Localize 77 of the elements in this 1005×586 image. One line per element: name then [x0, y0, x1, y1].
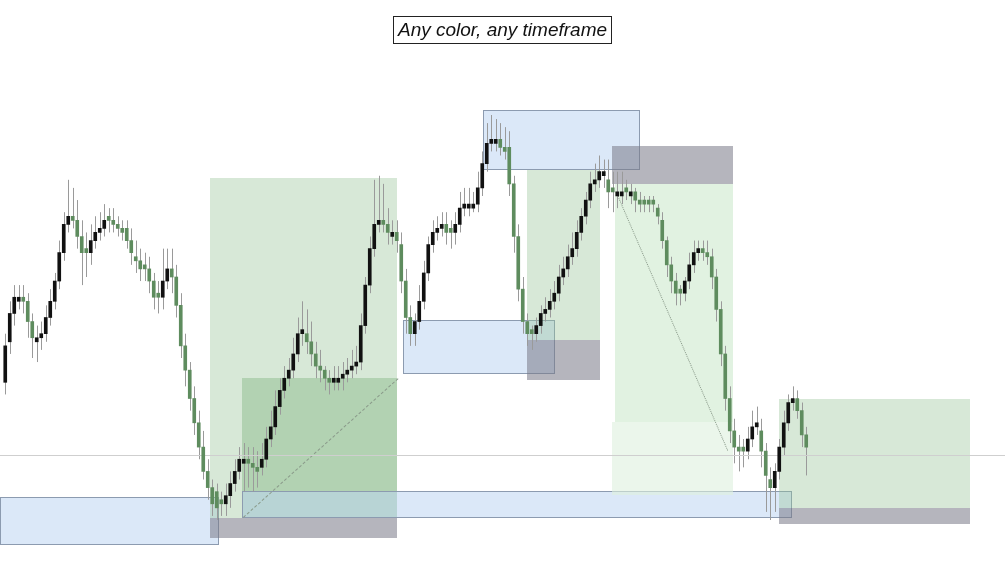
candlestick	[754, 406, 759, 436]
candlestick	[601, 159, 606, 189]
candlestick	[700, 240, 705, 262]
candlestick	[246, 446, 251, 489]
candlestick	[115, 215, 120, 237]
candlestick	[259, 442, 264, 476]
candlestick	[232, 458, 237, 493]
candlestick	[88, 223, 93, 266]
candlestick	[349, 349, 354, 379]
candlestick	[354, 345, 359, 375]
candlestick	[385, 207, 390, 246]
candlestick	[255, 450, 260, 489]
candlestick	[120, 219, 125, 242]
candlestick	[619, 171, 624, 205]
candlestick	[322, 365, 327, 391]
candlestick	[691, 240, 696, 274]
chart-title: Any color, any timeframe	[392, 16, 613, 44]
candlestick	[678, 284, 683, 306]
candlestick	[439, 211, 444, 237]
candlestick	[97, 211, 102, 242]
candlestick	[453, 211, 458, 246]
candlestick	[340, 361, 345, 391]
candlestick	[286, 357, 291, 387]
candlestick	[106, 207, 111, 233]
candlestick	[241, 442, 246, 493]
candlestick	[304, 308, 309, 355]
candlestick	[673, 272, 678, 306]
candlestick	[471, 191, 476, 213]
candlestick	[565, 244, 570, 278]
candlestick	[529, 325, 534, 351]
candlestick	[547, 288, 552, 318]
candlestick	[606, 159, 611, 209]
candlestick	[633, 187, 638, 213]
candlestick	[295, 317, 300, 363]
candlestick	[34, 325, 39, 363]
candlestick	[741, 438, 746, 468]
candlestick	[79, 219, 84, 286]
candlestick	[147, 256, 152, 294]
candlestick	[615, 171, 620, 209]
candlestick	[250, 446, 255, 493]
candlestick	[124, 219, 129, 250]
candlestick	[25, 292, 30, 339]
candlestick	[160, 248, 165, 310]
candlestick	[16, 284, 21, 310]
candlestick	[381, 183, 386, 233]
candlestick	[574, 219, 579, 258]
candlestick	[43, 304, 48, 343]
candlestick	[268, 410, 273, 448]
candlestick	[736, 434, 741, 472]
candlestick	[142, 252, 147, 282]
candlestick	[457, 191, 462, 233]
candlestick	[133, 240, 138, 274]
candlestick	[156, 280, 161, 314]
candlestick	[214, 483, 219, 521]
candlestick	[219, 491, 224, 517]
candlestick	[327, 369, 332, 395]
candlestick	[493, 118, 498, 152]
candlestick	[331, 365, 336, 391]
candlestick	[637, 191, 642, 213]
candlestick	[597, 155, 602, 189]
candlestick	[151, 272, 156, 310]
candlestick	[498, 122, 503, 156]
candlestick	[444, 211, 449, 246]
candlestick	[610, 171, 615, 213]
candlestick	[466, 187, 471, 217]
candlestick	[84, 231, 89, 278]
candlestick	[336, 365, 341, 391]
candlestick	[745, 426, 750, 460]
candlestick	[102, 203, 107, 237]
candlestick	[111, 207, 116, 233]
candlestick	[538, 304, 543, 335]
candlestick	[592, 163, 597, 193]
candlestick	[313, 341, 318, 379]
candlestick	[556, 264, 561, 302]
candlestick	[223, 483, 228, 517]
candlestick	[628, 183, 633, 205]
candlestick	[448, 219, 453, 250]
